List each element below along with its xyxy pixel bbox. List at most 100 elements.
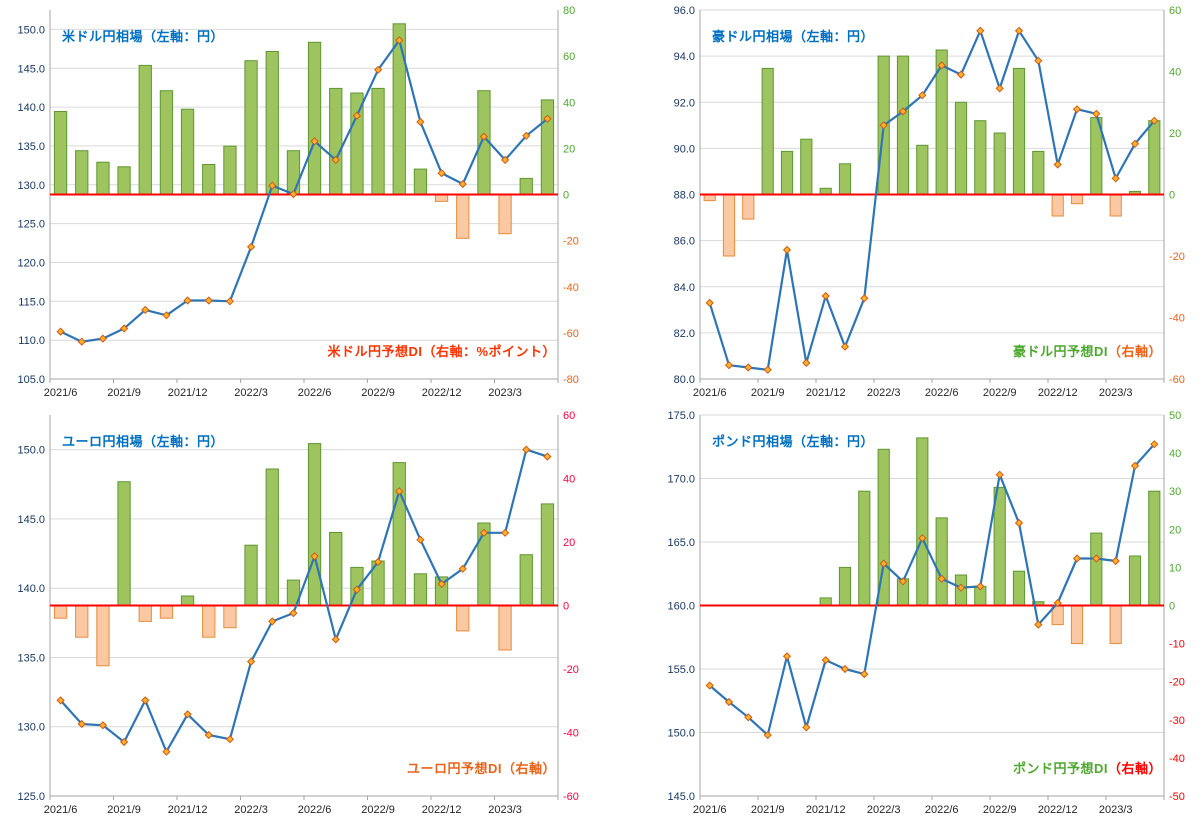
svg-text:2021/9: 2021/9 bbox=[751, 804, 785, 816]
gbp-jpy-plot: 145.0 150.0 155.0 160.0 165.0 170.0 175.0 -50 -4… bbox=[667, 410, 1185, 816]
svg-text:120.0: 120.0 bbox=[17, 258, 45, 270]
svg-text:150.0: 150.0 bbox=[17, 24, 45, 36]
svg-text:60: 60 bbox=[1169, 5, 1181, 17]
svg-text:155.0: 155.0 bbox=[667, 664, 695, 676]
svg-text:20: 20 bbox=[563, 143, 575, 155]
usd-jpy-rate-markers bbox=[56, 36, 552, 346]
di-label-part: （右軸） bbox=[1107, 344, 1162, 359]
gbp-jpy-rate-markers bbox=[705, 440, 1159, 740]
svg-text:92.0: 92.0 bbox=[674, 97, 695, 109]
chart-gbp-jpy: 145.0 150.0 155.0 160.0 165.0 170.0 175.0 -50 -4… bbox=[600, 405, 1200, 822]
aud-jpy-right-axis-labels: -60 -40 -20 0 20 40 60 bbox=[1169, 5, 1185, 386]
svg-text:0: 0 bbox=[1169, 190, 1175, 202]
svg-text:2022/6: 2022/6 bbox=[925, 387, 959, 399]
svg-text:125.0: 125.0 bbox=[17, 791, 45, 803]
svg-text:2022/3: 2022/3 bbox=[867, 804, 901, 816]
eur-jpy-left-axis-labels: 125.0 130.0 135.0 140.0 145.0 150.0 bbox=[17, 445, 45, 803]
svg-text:2022/6: 2022/6 bbox=[298, 804, 332, 816]
svg-text:-20: -20 bbox=[1169, 677, 1185, 689]
usd-jpy-right-axis-labels: -80 -60 -40 -20 0 20 40 60 80 bbox=[563, 5, 579, 386]
svg-text:-30: -30 bbox=[1169, 715, 1185, 727]
svg-text:20: 20 bbox=[563, 537, 575, 549]
svg-text:2021/12: 2021/12 bbox=[806, 387, 846, 399]
aud-jpy-plot: 80.082.084.086.088.090.092.094.096.0-60-… bbox=[674, 5, 1185, 399]
svg-text:10: 10 bbox=[1169, 562, 1181, 574]
svg-text:140.0: 140.0 bbox=[17, 102, 45, 114]
svg-text:50: 50 bbox=[1169, 410, 1181, 422]
svg-text:-40: -40 bbox=[563, 282, 579, 294]
svg-text:2021/9: 2021/9 bbox=[107, 387, 141, 399]
svg-text:2022/9: 2022/9 bbox=[361, 804, 395, 816]
usd-jpy-rate-line bbox=[60, 39, 549, 343]
usd-jpy-di-label: 米ドル円予想DI（右軸：%ポイント） bbox=[327, 341, 556, 360]
svg-text:40: 40 bbox=[1169, 448, 1181, 460]
svg-text:2021/6: 2021/6 bbox=[693, 804, 727, 816]
svg-text:175.0: 175.0 bbox=[667, 410, 695, 422]
svg-text:-40: -40 bbox=[563, 728, 579, 740]
svg-text:40: 40 bbox=[1169, 67, 1181, 79]
svg-text:2022/3: 2022/3 bbox=[234, 387, 268, 399]
svg-text:130.0: 130.0 bbox=[17, 722, 45, 734]
eur-jpy-rate-markers bbox=[56, 445, 552, 756]
svg-text:-40: -40 bbox=[1169, 753, 1185, 765]
di-label-part: ポンド円予想DI bbox=[1012, 761, 1108, 776]
usd-jpy-gridlines bbox=[50, 28, 558, 380]
usd-jpy-title: 米ドル円相場（左軸：円） bbox=[62, 29, 225, 44]
svg-text:110.0: 110.0 bbox=[18, 335, 45, 347]
svg-text:86.0: 86.0 bbox=[674, 236, 695, 248]
svg-text:0: 0 bbox=[563, 601, 569, 613]
svg-text:145.0: 145.0 bbox=[17, 63, 45, 75]
svg-text:2022/12: 2022/12 bbox=[422, 804, 462, 816]
svg-text:-20: -20 bbox=[1169, 251, 1185, 263]
di-label-part: 豪ドル円予想DI bbox=[1012, 344, 1108, 359]
svg-text:2022/6: 2022/6 bbox=[925, 804, 959, 816]
svg-text:2022/6: 2022/6 bbox=[298, 387, 332, 399]
eur-jpy-plot: 125.0 130.0 135.0 140.0 145.0 150.0 -60 -40 -20 0… bbox=[17, 410, 579, 816]
svg-text:-20: -20 bbox=[563, 664, 579, 676]
svg-text:80.0: 80.0 bbox=[674, 374, 695, 386]
svg-text:140.0: 140.0 bbox=[17, 583, 45, 595]
svg-text:60: 60 bbox=[563, 51, 575, 63]
di-label-part: 米ドル円予想DI（右軸：%ポイント） bbox=[327, 344, 556, 359]
svg-text:150.0: 150.0 bbox=[17, 445, 45, 457]
svg-text:115.0: 115.0 bbox=[18, 296, 45, 308]
svg-text:130.0: 130.0 bbox=[17, 180, 45, 192]
aud-jpy-di-bars bbox=[703, 49, 1161, 257]
svg-text:-50: -50 bbox=[1169, 791, 1185, 803]
usd-jpy-x-axis-labels: 2021/6 2021/9 2021/12 2022/3 2022/6 2022/9 202… bbox=[44, 387, 522, 399]
chart-aud-jpy: 80.0 82.0 84.0 86.0 88.0 90.0 92.0 94.0 96.0 -60-… bbox=[600, 0, 1200, 405]
svg-text:2021/6: 2021/6 bbox=[693, 387, 727, 399]
svg-text:135.0: 135.0 bbox=[17, 141, 45, 153]
aud-jpy-rate-line bbox=[708, 29, 1156, 371]
svg-text:2023/3: 2023/3 bbox=[1099, 804, 1133, 816]
svg-text:96.0: 96.0 bbox=[674, 5, 695, 17]
svg-text:-80: -80 bbox=[563, 374, 579, 386]
chart-usd-jpy: 105.0 110.0 115.0 120.0 125.0 130.0 135.0 140.0… bbox=[0, 0, 600, 405]
svg-text:-10: -10 bbox=[1169, 639, 1185, 651]
svg-text:2022/9: 2022/9 bbox=[983, 387, 1017, 399]
svg-text:2022/12: 2022/12 bbox=[1038, 387, 1078, 399]
svg-text:105.0: 105.0 bbox=[17, 374, 45, 386]
svg-text:2021/12: 2021/12 bbox=[168, 804, 208, 816]
gbp-jpy-right-axis-labels: -50 -40 -30 -20 -10 0 10 20 30 40 50 bbox=[1169, 410, 1185, 803]
eur-jpy-di-label: ユーロ円予想DI（右軸） bbox=[407, 758, 556, 777]
svg-text:40: 40 bbox=[563, 474, 575, 486]
svg-text:2021/6: 2021/6 bbox=[44, 804, 78, 816]
svg-text:2021/6: 2021/6 bbox=[44, 387, 78, 399]
chart-eur-jpy: 125.0 130.0 135.0 140.0 145.0 150.0 -60 -40 -20 0… bbox=[0, 405, 600, 822]
svg-text:20: 20 bbox=[1169, 524, 1181, 536]
svg-text:2021/9: 2021/9 bbox=[107, 804, 141, 816]
svg-text:150.0: 150.0 bbox=[667, 728, 695, 740]
svg-text:-60: -60 bbox=[563, 791, 579, 803]
svg-text:2023/3: 2023/3 bbox=[1099, 387, 1133, 399]
svg-text:2022/3: 2022/3 bbox=[234, 804, 268, 816]
eur-jpy-right-axis-labels: -60 -40 -20 0 20 40 60 bbox=[563, 410, 579, 803]
svg-text:2023/3: 2023/3 bbox=[488, 804, 522, 816]
usd-jpy-di-bars bbox=[53, 23, 555, 239]
svg-text:2021/12: 2021/12 bbox=[806, 804, 846, 816]
svg-text:2022/9: 2022/9 bbox=[983, 804, 1017, 816]
gbp-jpy-x-axis-labels: 2021/6 2021/9 2021/12 2022/3 2022/6 2022/9 202… bbox=[693, 804, 1133, 816]
svg-text:-60: -60 bbox=[563, 328, 579, 340]
svg-text:0: 0 bbox=[563, 190, 569, 202]
svg-text:160.0: 160.0 bbox=[667, 601, 695, 613]
